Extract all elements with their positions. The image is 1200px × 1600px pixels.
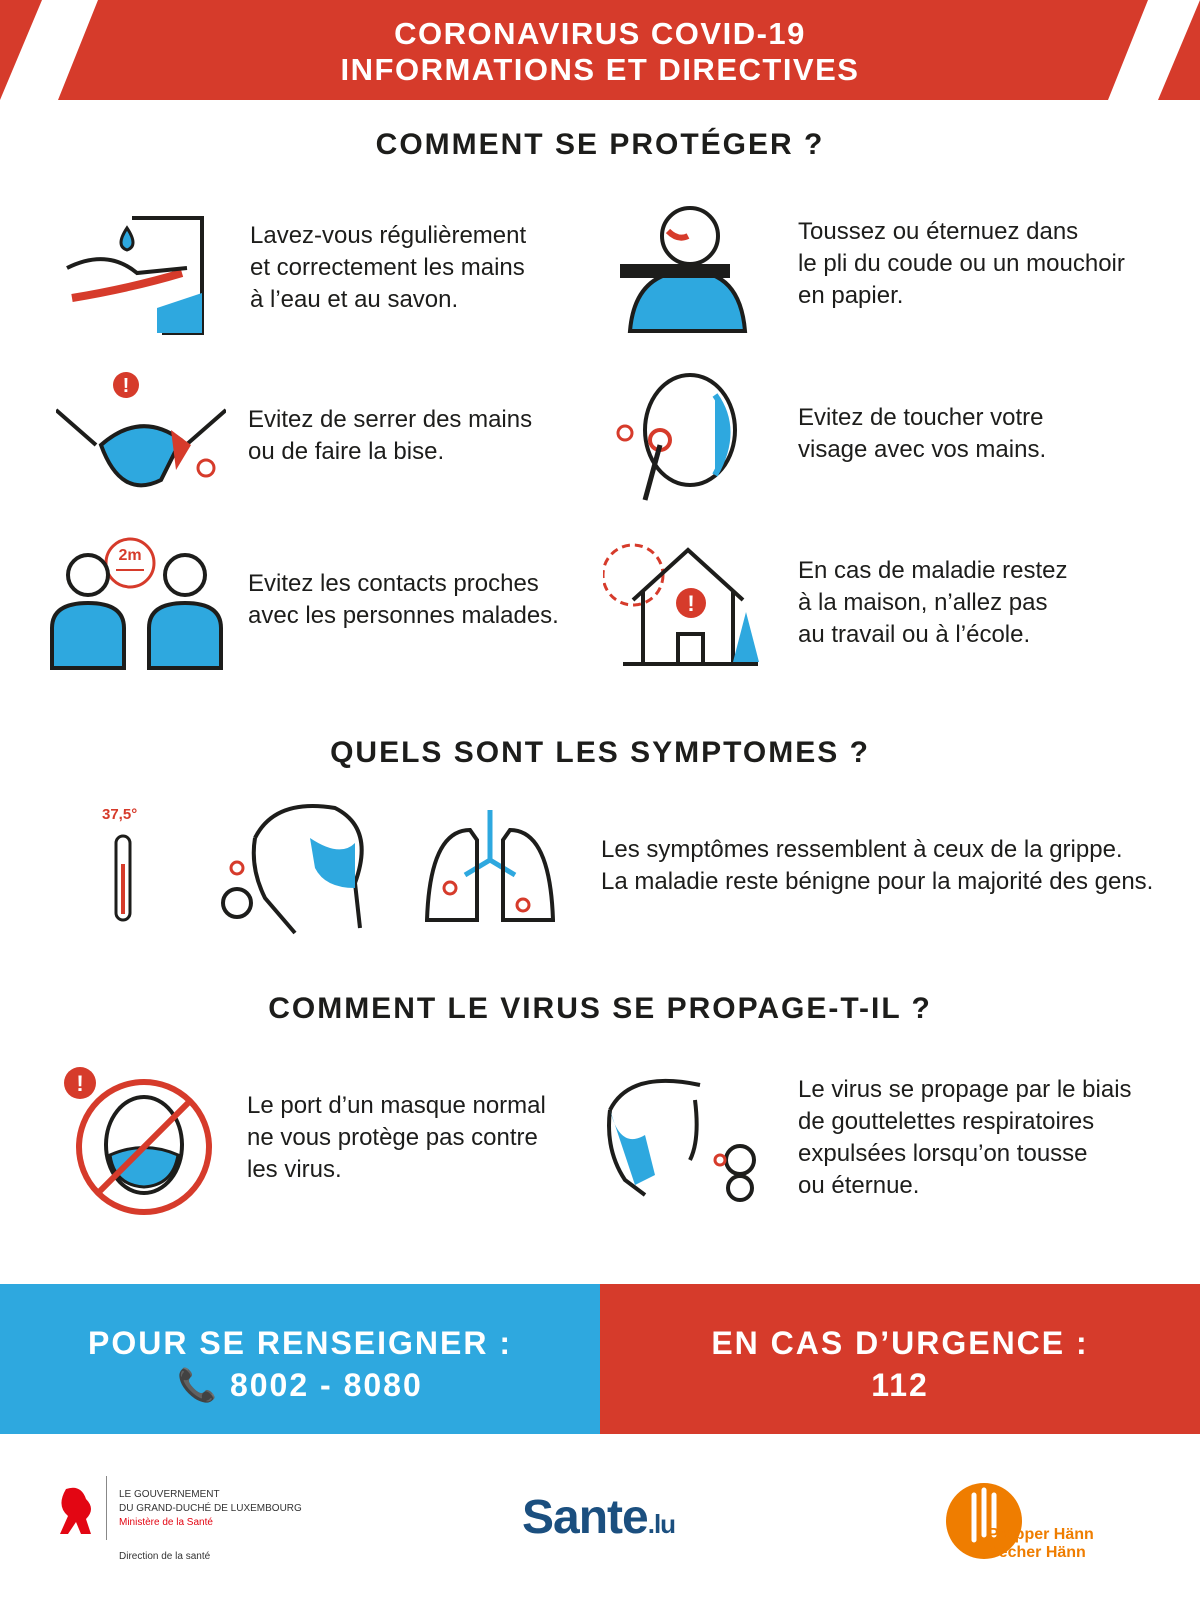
spread-text-droplets: Le virus se propage par le biais de gout… bbox=[798, 1076, 1132, 1199]
propper-hand-logo bbox=[946, 1483, 1022, 1559]
protect-text-handshake: Evitez de serrer des mains ou de faire l… bbox=[248, 406, 533, 465]
cough-icon bbox=[221, 804, 364, 935]
gov-direction: Direction de la santé bbox=[119, 1551, 211, 1562]
symptoms-text: Les symptômes ressemblent à ceux de la g… bbox=[601, 836, 1154, 895]
handwash-icon bbox=[66, 216, 204, 335]
svg-text:2m: 2m bbox=[118, 547, 141, 564]
sante-logo: Sante.lu bbox=[522, 1491, 676, 1544]
info-band: POUR SE RENSEIGNER : 📞 8002 - 8080 bbox=[0, 1284, 600, 1434]
info-label: POUR SE RENSEIGNER : bbox=[87, 1325, 513, 1361]
protect-text-distance: Evitez les contacts proches avec les per… bbox=[248, 570, 559, 629]
no-mask-icon: ! bbox=[64, 1067, 212, 1215]
spread-title: COMMENT LE VIRUS SE PROPAGE-T-IL ? bbox=[268, 992, 932, 1025]
gov-logo-text: LE GOUVERNEMENT DU GRAND-DUCHÉ DE LUXEMB… bbox=[119, 1489, 302, 1528]
info-phone[interactable]: 8002 - 8080 bbox=[229, 1367, 423, 1403]
svg-text:!: ! bbox=[76, 1071, 83, 1096]
phone-icon: 📞 bbox=[177, 1367, 220, 1403]
thermometer-icon bbox=[114, 834, 132, 922]
header-title: CORONAVIRUS COVID-19 INFORMATIONS ET DIR… bbox=[340, 16, 860, 87]
temperature-label: 37,5° bbox=[102, 806, 138, 823]
protect-text-face: Evitez de toucher votre visage avec vos … bbox=[798, 404, 1047, 463]
emergency-number[interactable]: 112 bbox=[871, 1367, 929, 1403]
symptoms-title: QUELS SONT LES SYMPTOMES ? bbox=[330, 736, 870, 769]
distance-icon: 2m bbox=[50, 537, 223, 670]
stay-home-icon: ! bbox=[603, 543, 759, 666]
lungs-icon bbox=[425, 810, 555, 922]
protect-text-handwash: Lavez-vous régulièrement et correctement… bbox=[250, 222, 527, 313]
svg-text:!: ! bbox=[123, 375, 130, 397]
svg-text:!: ! bbox=[687, 591, 694, 616]
protect-text-home: En cas de maladie restez à la maison, n’… bbox=[798, 557, 1068, 648]
protect-text-cough: Toussez ou éternuez dans le pli du coude… bbox=[798, 218, 1125, 309]
header-banner bbox=[0, 0, 1200, 100]
emergency-label: EN CAS D’URGENCE : bbox=[711, 1325, 1089, 1361]
emergency-band: EN CAS D’URGENCE : 112 bbox=[600, 1284, 1200, 1434]
spread-text-mask: Le port d’un masque normal ne vous protè… bbox=[247, 1092, 546, 1183]
luxembourg-lion-logo bbox=[60, 1487, 91, 1534]
logo-divider bbox=[106, 1476, 107, 1540]
propper-logo-text: Propper Hänn Sécher Hänn bbox=[988, 1526, 1094, 1561]
droplets-icon bbox=[607, 1078, 756, 1202]
protect-title: COMMENT SE PROTÉGER ? bbox=[375, 128, 825, 161]
handshake-icon: ! bbox=[56, 372, 226, 488]
cough-elbow-icon bbox=[620, 206, 748, 333]
touch-face-icon bbox=[616, 373, 737, 501]
